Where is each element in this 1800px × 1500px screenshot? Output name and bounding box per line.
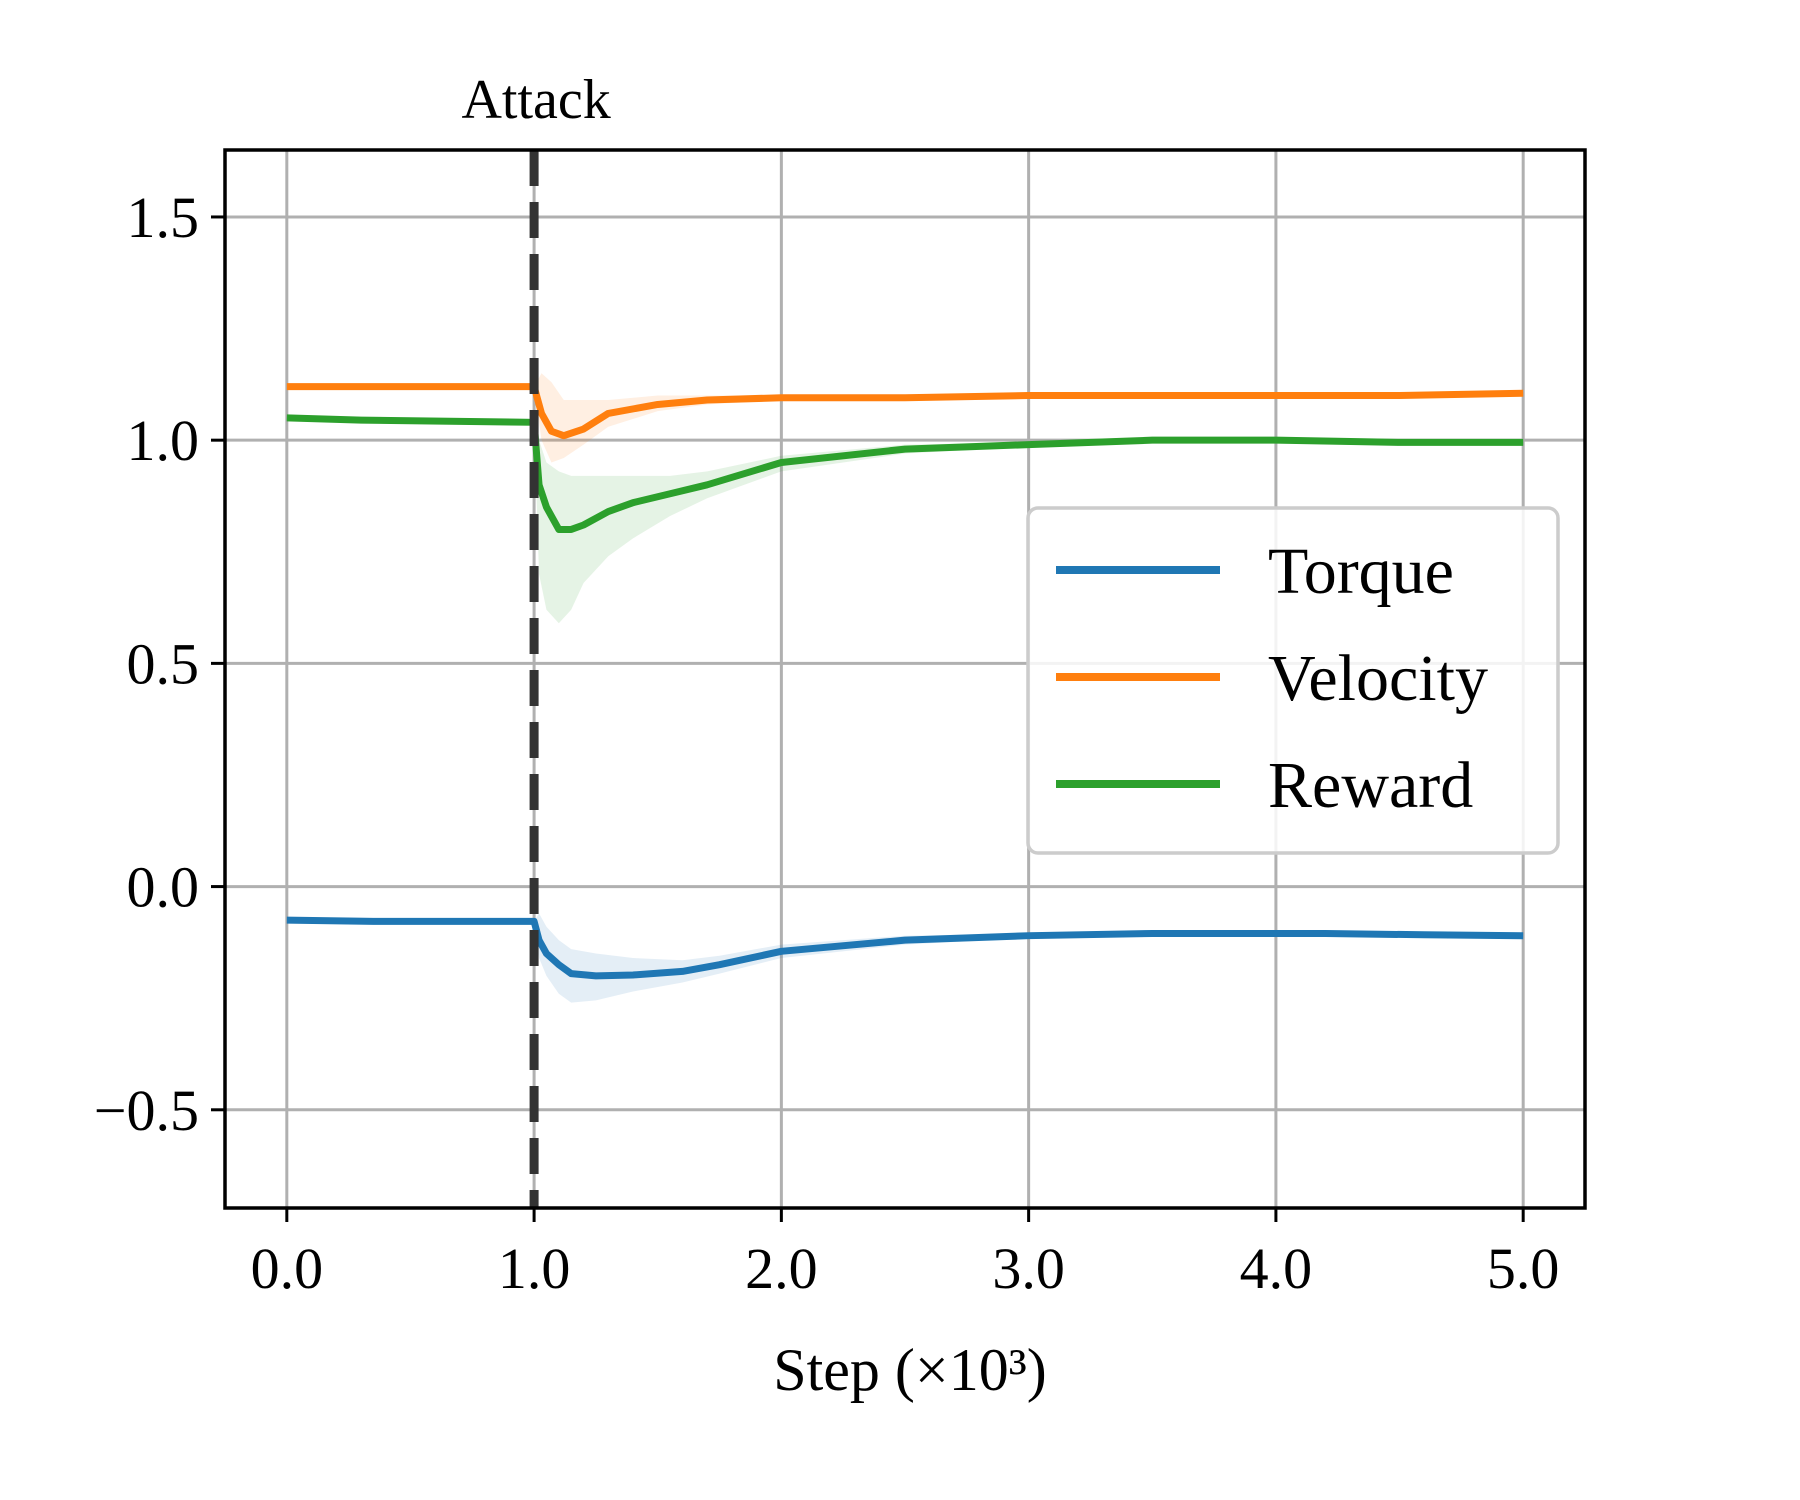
y-tick-label: 1.5: [127, 185, 200, 250]
y-tick-label: 1.0: [127, 408, 200, 473]
legend-label-reward: Reward: [1268, 749, 1473, 822]
legend: Torque Velocity Reward: [1026, 506, 1560, 855]
legend-label-velocity: Velocity: [1268, 642, 1488, 715]
x-axis-label: Step (×10³): [773, 1337, 1046, 1403]
y-tick-label: 0.5: [127, 631, 200, 696]
plot-frame: [223, 148, 1587, 1210]
attack-label: Attack: [461, 69, 610, 131]
x-tick-label: 5.0: [1487, 1236, 1560, 1301]
legend-label-torque: Torque: [1268, 535, 1454, 608]
x-tick-label: 2.0: [745, 1236, 818, 1301]
reward-line: [286, 414, 1524, 533]
x-tick-label: 3.0: [992, 1236, 1065, 1301]
x-tick-label: 0.0: [251, 1236, 324, 1301]
series-lines: [286, 383, 1524, 980]
y-tick-label: −0.5: [94, 1078, 199, 1143]
velocity-line: [286, 383, 1524, 440]
x-tick-label: 4.0: [1240, 1236, 1313, 1301]
legend-box: [1026, 506, 1560, 855]
y-tick-label: 0.0: [127, 855, 200, 920]
axis-ticks: 0.0 1.0 2.0 3.0 4.0 5.0 −0.5 0.0 0.5 1.0 1.5: [94, 185, 1560, 1301]
torque-confidence-band: [286, 913, 1524, 1003]
x-tick-label: 1.0: [498, 1236, 571, 1301]
torque-line: [286, 916, 1524, 980]
